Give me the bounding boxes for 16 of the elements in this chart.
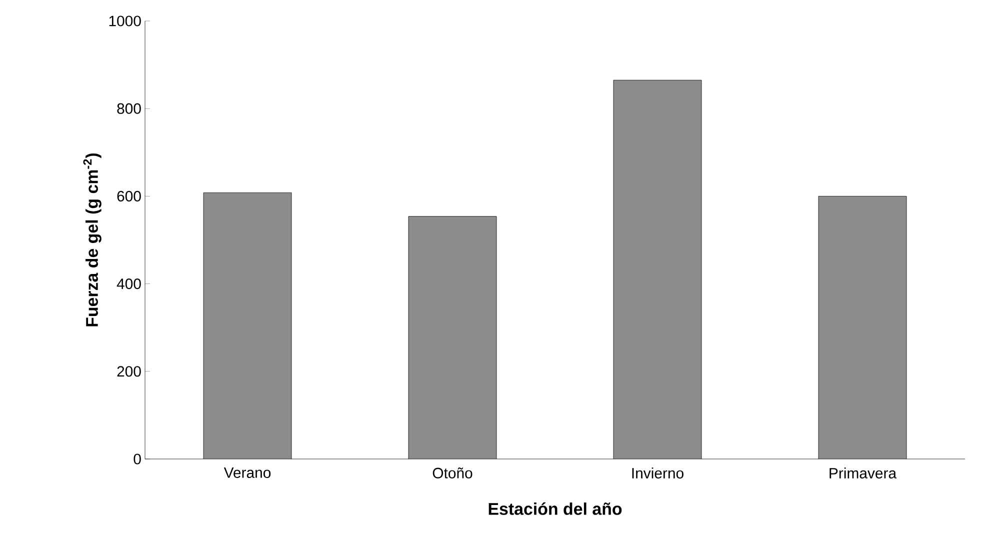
y-tick-label: 600 — [117, 190, 141, 202]
bar — [818, 196, 907, 459]
x-tick-label: Primavera — [830, 468, 897, 478]
y-tick-label: 400 — [116, 278, 141, 290]
y-tick-label: 200 — [117, 366, 141, 377]
y-tick-label: 1000 — [109, 16, 141, 26]
x-tick-label: Verano — [224, 468, 271, 478]
x-axis-title: Estación del año — [488, 502, 622, 515]
x-tick-label: Invierno — [632, 468, 684, 478]
bar — [408, 216, 497, 459]
x-tick-label: Otoño — [432, 468, 472, 478]
bar — [614, 80, 702, 459]
bar — [204, 192, 292, 459]
y-tick-label: 800 — [117, 103, 141, 114]
y-tick-label: 0 — [134, 454, 141, 464]
y-axis-title: Fuerza de gel (g cm$^{-2}$) — [83, 153, 102, 326]
